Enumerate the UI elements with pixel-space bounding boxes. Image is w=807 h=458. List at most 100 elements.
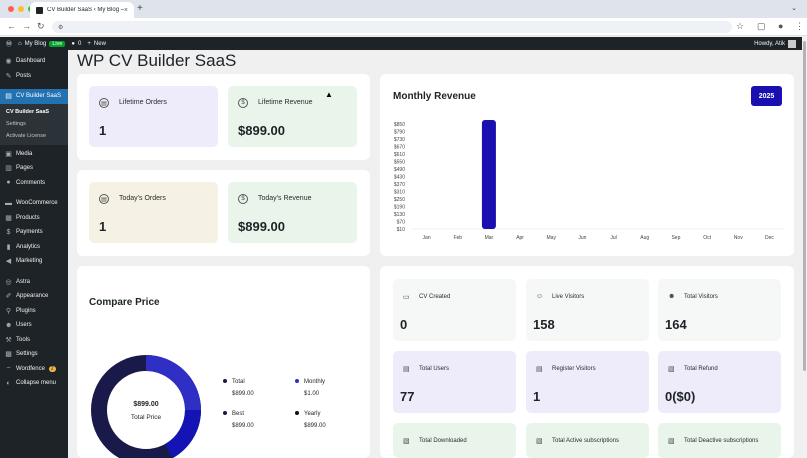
sidebar-item-plugins[interactable]: ⚲ Plugins [0, 304, 68, 319]
sidebar-item-settings[interactable]: ▩ Settings [0, 347, 68, 362]
browser-tab[interactable]: CV Builder SaaS ‹ My Blog — × [30, 2, 134, 18]
page-title: WP CV Builder SaaS [77, 51, 237, 70]
orders-icon: ▤ [99, 194, 109, 204]
bar-mar[interactable] [481, 120, 496, 229]
stat-label: Lifetime Revenue [258, 99, 313, 106]
metric-label: Register Visitors [552, 366, 596, 372]
y-tick-label: $490 [394, 167, 405, 173]
legend-dot [295, 411, 299, 416]
total-visitors-icon: ☻ [668, 293, 676, 300]
metric-register-visitors: ▤ Register Visitors 1 [526, 351, 649, 413]
sidebar-item-label: Plugins [16, 307, 36, 314]
tab-menu-chevron-icon[interactable]: ⌄ [791, 5, 797, 12]
sidebar-item-collapse-menu[interactable]: ◐ Collapse menu [0, 376, 68, 391]
y-tick-label: $130 [394, 212, 405, 218]
sidebar-item-tools[interactable]: ⚒ Tools [0, 333, 68, 348]
total-users-icon: ▤ [403, 366, 410, 373]
year-select-button[interactable]: 2025 [751, 86, 782, 106]
comments-count: 0 [78, 40, 82, 47]
sidebar-item-label: WooCommerce [16, 200, 58, 207]
astra-icon: ◎ [5, 278, 12, 286]
reload-icon[interactable]: ↻ [37, 21, 45, 31]
sidebar-item-cv-builder[interactable]: ▤ CV Builder SaaS [0, 89, 68, 104]
wp-logo-icon[interactable]: Ⓦ [6, 42, 13, 48]
sidebar-item-marketing[interactable]: ◀ Marketing [0, 254, 68, 269]
metric-total-deactive-subscriptions: ▧ Total Deactive subscriptions [658, 423, 781, 458]
sidebar-item-wordfence[interactable]: ~ Wordfence 2 [0, 362, 68, 377]
live-badge: Live [49, 40, 66, 47]
minimize-window-icon[interactable] [18, 6, 24, 12]
page-scrollbar[interactable] [802, 37, 807, 458]
sidebar-item-users[interactable]: ☻ Users [0, 318, 68, 333]
x-tick-label: Oct [703, 235, 711, 241]
stat-value: 1 [99, 123, 107, 138]
sidebar-item-dashboard[interactable]: ◉ Dashboard [0, 54, 68, 69]
legend-label: Total [232, 379, 245, 385]
site-name-link[interactable]: ⌂ My Blog Live [18, 40, 66, 47]
sidebar-item-label: Posts [16, 72, 32, 79]
stat-label: Today's Revenue [258, 195, 312, 202]
sidebar-item-analytics[interactable]: ▮ Analytics [0, 240, 68, 255]
address-bar[interactable]: ⚙ [52, 21, 732, 33]
sidebar-item-products[interactable]: ▦ Products [0, 211, 68, 226]
scrollbar-thumb[interactable] [803, 41, 806, 371]
legend-monthly: Monthly $1.00 [295, 379, 325, 397]
profile-icon[interactable]: ● [778, 21, 784, 31]
y-tick-label: $310 [394, 190, 405, 196]
forward-arrow-icon[interactable]: → [22, 21, 31, 31]
account-menu[interactable]: Howdy, Atik [754, 39, 796, 48]
y-tick-label: $430 [394, 175, 405, 181]
sidebar-item-payments[interactable]: $ Payments [0, 225, 68, 240]
sidebar-item-label: Users [16, 322, 32, 329]
x-tick-label: Apr [516, 235, 524, 241]
y-tick-label: $10 [397, 227, 406, 233]
browser-menu-icon[interactable]: ⋮ [795, 21, 804, 31]
bookmark-star-icon[interactable]: ☆ [736, 21, 745, 31]
close-window-icon[interactable] [8, 6, 14, 12]
sidebar-item-comments[interactable]: ● Comments [0, 176, 68, 191]
wp-admin-bar: Ⓦ ⌂ My Blog Live ● 0 + New Howdy, Atik [0, 37, 802, 50]
sidebar-item-label: Payments [16, 229, 43, 236]
extensions-icon[interactable]: ▢ [757, 21, 766, 31]
users-icon: ☻ [5, 321, 13, 329]
pin-icon: ✎ [5, 72, 12, 80]
browser-navbar: ← → ↻ ⚙ ☆ ▢ ● ⋮ [0, 18, 807, 36]
site-info-icon[interactable]: ⚙ [58, 24, 64, 31]
mouse-cursor-icon: ▲ [325, 90, 333, 99]
new-content-link[interactable]: + New [87, 41, 106, 47]
tab-close-icon[interactable]: × [123, 6, 128, 14]
sidebar-item-label: Settings [16, 351, 38, 358]
back-arrow-icon[interactable]: ← [7, 21, 16, 31]
metric-label: Total Deactive subscriptions [684, 438, 759, 444]
submenu-item-activate-license[interactable]: Activate License [6, 132, 47, 139]
metric-value: 0($0) [665, 389, 696, 404]
sidebar-item-appearance[interactable]: ✐ Appearance [0, 289, 68, 304]
sidebar-item-astra[interactable]: ◎ Astra [0, 275, 68, 290]
legend-yearly: Yearly $899.00 [295, 411, 326, 429]
comments-link[interactable]: ● 0 [71, 41, 81, 47]
y-tick-label: $730 [394, 137, 405, 143]
metric-cv-created: ▭ CV Created 0 [393, 279, 516, 341]
sidebar-item-pages[interactable]: ▥ Pages [0, 161, 68, 176]
legend-label: Monthly [304, 379, 326, 385]
sidebar-item-label: Astra [16, 278, 31, 285]
sidebar-item-posts[interactable]: ✎ Posts [0, 69, 68, 84]
legend-dot [295, 379, 299, 384]
y-tick-label: $790 [394, 130, 405, 136]
x-tick-label: Feb [453, 235, 462, 241]
donut-arc-monthly [145, 355, 201, 411]
submenu-item-cv-builder[interactable]: CV Builder SaaS [6, 108, 50, 115]
register-visitors-icon: ▤ [536, 366, 543, 373]
browser-tabbar: CV Builder SaaS ‹ My Blog — × + ⌄ [0, 0, 807, 18]
monthly-revenue-chart: $850 $790$730 $670$610 $550$490 $430$370 $310… [394, 120, 785, 241]
sidebar-item-media[interactable]: ▣ Media [0, 147, 68, 162]
metric-label: Total Active subscriptions [552, 438, 620, 444]
sidebar-item-woocommerce[interactable]: ▬ WooCommerce [0, 196, 68, 211]
submenu-item-settings[interactable]: Settings [6, 120, 26, 127]
new-tab-button[interactable]: + [137, 3, 143, 14]
howdy-text: Howdy, Atik [754, 40, 785, 47]
sidebar-item-label: Products [16, 214, 40, 221]
metric-value: 158 [533, 317, 555, 332]
legend-value: $899.00 [232, 423, 254, 429]
settings-icon: ▩ [5, 351, 12, 359]
